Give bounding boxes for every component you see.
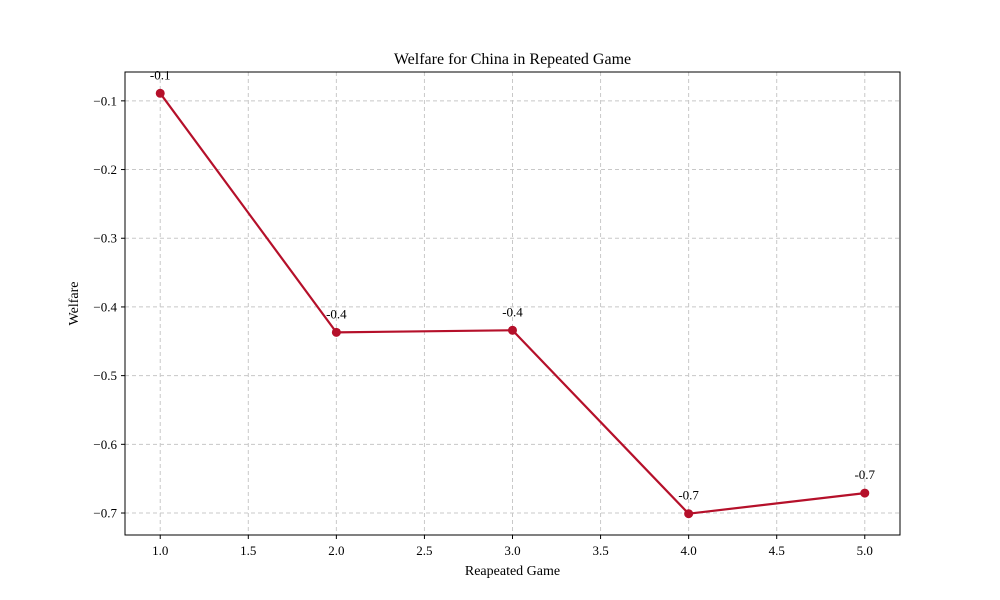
data-label: -0.7 <box>678 488 699 503</box>
data-point <box>860 488 870 498</box>
data-label: -0.1 <box>150 67 171 82</box>
x-tick-label: 3.5 <box>592 543 608 558</box>
y-tick-label: −0.2 <box>93 162 117 177</box>
chart-title: Welfare for China in Repeated Game <box>394 51 631 68</box>
data-label: -0.7 <box>854 467 875 482</box>
series-layer <box>155 88 870 519</box>
data-labels: -0.1 -0.4 -0.4 -0.7 -0.7 <box>150 67 876 502</box>
y-tick-label: −0.5 <box>93 368 117 383</box>
x-tick-label: 2.0 <box>328 543 344 558</box>
y-tick-label: −0.7 <box>93 506 117 521</box>
x-tick-label: 1.5 <box>240 543 256 558</box>
x-tick-label: 1.0 <box>152 543 168 558</box>
y-axis-title: Welfare <box>67 282 82 326</box>
x-tick-label: 4.0 <box>681 543 697 558</box>
y-tick-label: −0.1 <box>93 93 117 108</box>
data-point <box>155 88 165 98</box>
x-tick-label: 3.0 <box>504 543 520 558</box>
y-axis-ticks: −0.1 −0.2 −0.3 −0.4 −0.5 −0.6 −0.7 <box>93 93 125 521</box>
x-tick-label: 2.5 <box>416 543 432 558</box>
data-point <box>684 509 694 519</box>
y-tick-label: −0.6 <box>93 437 117 452</box>
x-axis-title: Reapeated Game <box>465 564 560 579</box>
y-tick-label: −0.4 <box>93 299 117 314</box>
plot-frame <box>124 71 901 536</box>
x-tick-label: 4.5 <box>769 543 785 558</box>
data-label: -0.4 <box>326 306 347 321</box>
data-label: -0.4 <box>502 304 523 319</box>
x-tick-label: 5.0 <box>857 543 873 558</box>
grid <box>125 72 900 535</box>
y-tick-label: −0.3 <box>93 231 117 246</box>
data-point <box>331 327 341 337</box>
x-axis-ticks: 1.0 1.5 2.0 2.5 3.0 3.5 4.0 4.5 5.0 <box>152 535 873 558</box>
data-point <box>508 325 517 335</box>
